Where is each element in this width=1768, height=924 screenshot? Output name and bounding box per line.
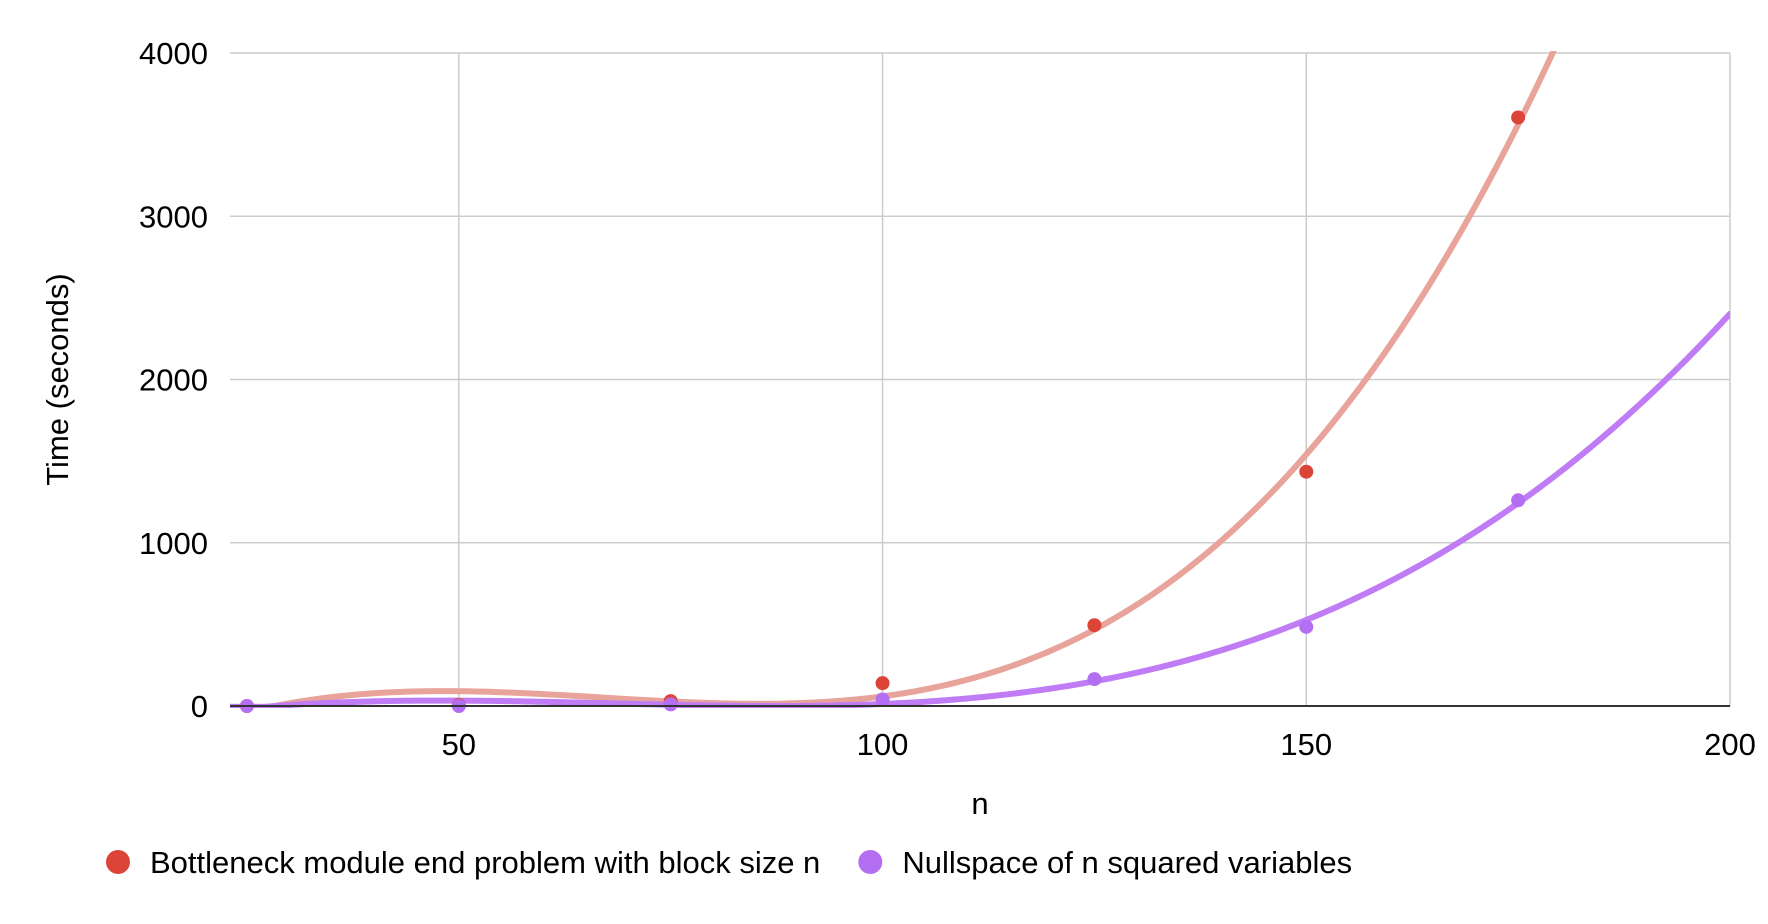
- y-tick-label: 3000: [139, 199, 208, 234]
- legend-marker: [858, 850, 883, 874]
- legend-marker: [106, 850, 130, 874]
- data-point-series-2: [1299, 619, 1314, 634]
- trendline-series-1: [230, 51, 1557, 708]
- trendline-series-2: [230, 310, 1730, 708]
- data-point-series-1: [875, 676, 890, 691]
- x-tick-label: 150: [1280, 727, 1332, 762]
- axis-layer: 0 1000 2000 3000 4000 50 100 150 200: [139, 36, 1756, 762]
- y-tick-label: 4000: [139, 36, 208, 71]
- data-point-series-1: [1299, 464, 1314, 479]
- y-tick-label: 1000: [139, 526, 208, 561]
- legend-label: Bottleneck module end problem with block…: [150, 845, 820, 880]
- legend-item-series-2: Nullspace of n squared variables: [858, 845, 1352, 880]
- x-tick-label: 50: [442, 727, 476, 762]
- legend: Bottleneck module end problem with block…: [106, 845, 1352, 880]
- data-point-series-2: [1087, 672, 1102, 687]
- y-tick-label: 0: [191, 689, 208, 724]
- y-axis-title: Time (seconds): [40, 273, 75, 485]
- x-axis-title: n: [971, 786, 988, 821]
- legend-label: Nullspace of n squared variables: [902, 845, 1352, 880]
- data-point-series-2: [1511, 493, 1526, 508]
- x-tick-label: 100: [857, 727, 909, 762]
- data-point-series-1: [1511, 110, 1526, 125]
- y-tick-label: 2000: [139, 363, 208, 398]
- data-point-series-1: [1087, 618, 1102, 633]
- data-point-series-2: [875, 692, 890, 707]
- grid-layer: [230, 52, 1731, 706]
- data-point-series-2: [663, 697, 678, 712]
- x-tick-label: 200: [1704, 727, 1756, 762]
- trendline-layer: [230, 51, 1730, 708]
- legend-item-series-1: Bottleneck module end problem with block…: [106, 845, 820, 880]
- data-point-layer: [239, 110, 1526, 713]
